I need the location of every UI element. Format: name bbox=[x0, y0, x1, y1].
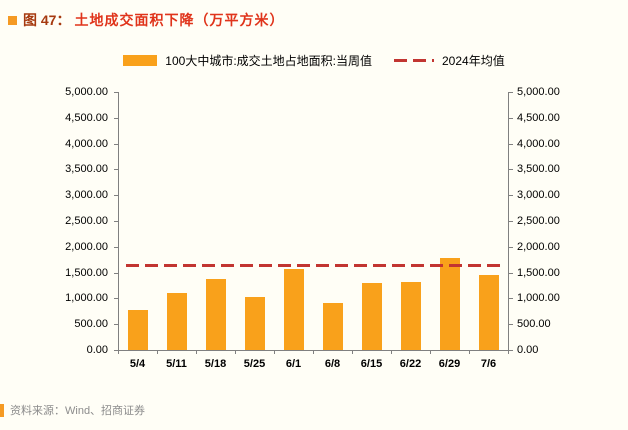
y-axis-right-label: 1,500.00 bbox=[517, 266, 560, 279]
bar-chart: 0.00 0.00 500.00 500.00 1,000.00 1,000.00 1,50… bbox=[0, 82, 628, 382]
y-axis-right-label: 4,000.00 bbox=[517, 137, 560, 150]
x-axis-label: 7/6 bbox=[480, 358, 497, 370]
y-axis-left-tick bbox=[114, 143, 118, 145]
y-axis-left-tick bbox=[114, 324, 118, 326]
bar bbox=[244, 296, 265, 350]
legend-line-label: 2024年均值 bbox=[442, 54, 505, 68]
y-axis-right-tick bbox=[509, 117, 513, 119]
x-axis-tick bbox=[508, 350, 509, 354]
x-axis-label: 6/8 bbox=[324, 358, 341, 370]
bar bbox=[361, 283, 382, 350]
x-axis-label: 5/11 bbox=[166, 358, 187, 370]
y-axis-left-tick bbox=[114, 272, 118, 274]
y-axis-left-label: 3,000.00 bbox=[65, 189, 108, 202]
bar bbox=[127, 309, 148, 350]
y-axis-left-tick bbox=[114, 350, 118, 351]
average-line bbox=[126, 263, 500, 267]
x-axis-label: 6/29 bbox=[438, 358, 461, 370]
x-axis-label: 5/4 bbox=[129, 358, 146, 370]
y-axis-left-label: 2,500.00 bbox=[65, 215, 108, 227]
source-note: 资料来源：Wind、招商证券 bbox=[0, 402, 628, 418]
bar bbox=[166, 293, 187, 350]
y-axis-right-label: 2,000.00 bbox=[517, 240, 560, 253]
x-axis-tick bbox=[118, 350, 119, 354]
y-axis-right-label: 4,500.00 bbox=[517, 111, 560, 124]
x-axis-tick bbox=[196, 350, 197, 354]
y-axis-right-tick bbox=[509, 169, 513, 171]
y-axis-right-tick bbox=[509, 298, 513, 300]
y-axis-right-tick bbox=[509, 324, 513, 326]
x-axis-label: 6/1 bbox=[285, 358, 302, 370]
y-axis-right-label: 5,000.00 bbox=[517, 86, 560, 98]
figure-header: 图 47： 土地成交面积下降（万平方米） bbox=[8, 10, 284, 30]
y-axis-left-label: 4,000.00 bbox=[65, 137, 108, 150]
y-axis-right-tick bbox=[509, 92, 513, 93]
legend-bar-label: 100大中城市:成交土地占地面积:当周值 bbox=[165, 54, 372, 68]
y-axis-right-line bbox=[508, 92, 509, 350]
y-axis-right-tick bbox=[509, 221, 513, 222]
y-axis-right-tick bbox=[509, 195, 513, 197]
y-axis-left-tick bbox=[114, 195, 118, 197]
y-axis-right-tick bbox=[509, 143, 513, 145]
y-axis-right-tick bbox=[509, 246, 513, 248]
x-axis-tick bbox=[274, 350, 275, 354]
y-axis-left-label: 1,500.00 bbox=[65, 266, 108, 279]
bar bbox=[439, 257, 460, 350]
y-axis-right-label: 500.00 bbox=[517, 318, 551, 331]
x-axis-label: 5/18 bbox=[204, 358, 227, 370]
bar bbox=[283, 268, 304, 350]
y-axis-left-tick bbox=[114, 298, 118, 300]
y-axis-left-label: 500.00 bbox=[74, 318, 108, 331]
y-axis-left-label: 0.00 bbox=[86, 344, 108, 356]
x-axis-tick bbox=[157, 350, 158, 354]
source-text: 资料来源：Wind、招商证券 bbox=[10, 405, 146, 417]
y-axis-left-label: 3,500.00 bbox=[65, 163, 108, 176]
y-axis-left-line bbox=[118, 92, 119, 350]
y-axis-right-label: 3,000.00 bbox=[517, 189, 560, 202]
bar bbox=[478, 275, 499, 350]
x-axis-tick bbox=[430, 350, 431, 354]
y-axis-left-label: 5,000.00 bbox=[65, 86, 108, 98]
y-axis-left-tick bbox=[114, 246, 118, 248]
y-axis-right-label: 0.00 bbox=[517, 344, 539, 356]
y-axis-left-tick bbox=[114, 117, 118, 119]
x-axis-tick bbox=[391, 350, 392, 354]
y-axis-left-tick bbox=[114, 92, 118, 93]
y-axis-right-tick bbox=[509, 272, 513, 274]
x-axis-label: 5/25 bbox=[243, 358, 266, 370]
y-axis-right-label: 1,000.00 bbox=[517, 292, 560, 305]
x-axis-label: 6/15 bbox=[360, 358, 383, 370]
x-axis-tick bbox=[313, 350, 314, 354]
x-axis-tick bbox=[235, 350, 236, 354]
y-axis-right-label: 2,500.00 bbox=[517, 215, 560, 227]
legend-bar-swatch-icon bbox=[123, 55, 158, 66]
figure-number: 图 47： bbox=[23, 12, 71, 28]
x-axis-tick bbox=[469, 350, 470, 354]
y-axis-left-label: 1,000.00 bbox=[65, 292, 108, 305]
x-axis-tick bbox=[352, 350, 353, 354]
y-axis-left-label: 2,000.00 bbox=[65, 240, 108, 253]
bar bbox=[400, 282, 421, 350]
y-axis-left-label: 4,500.00 bbox=[65, 111, 108, 124]
bar bbox=[205, 279, 226, 350]
y-axis-left-tick bbox=[114, 221, 118, 222]
y-axis-right-tick bbox=[509, 350, 513, 351]
bar bbox=[322, 302, 343, 350]
figure-title: 土地成交面积下降（万平方米） bbox=[74, 12, 285, 28]
y-axis-right-label: 3,500.00 bbox=[517, 163, 560, 176]
chart-legend: 100大中城市:成交土地占地面积:当周值 2024年均值 bbox=[0, 52, 628, 69]
y-axis-left-tick bbox=[114, 169, 118, 171]
legend-dashed-line-swatch-icon bbox=[394, 59, 434, 62]
footer-marker-icon bbox=[0, 403, 4, 417]
title-marker-icon bbox=[8, 15, 17, 25]
x-axis-label: 6/22 bbox=[399, 358, 422, 370]
